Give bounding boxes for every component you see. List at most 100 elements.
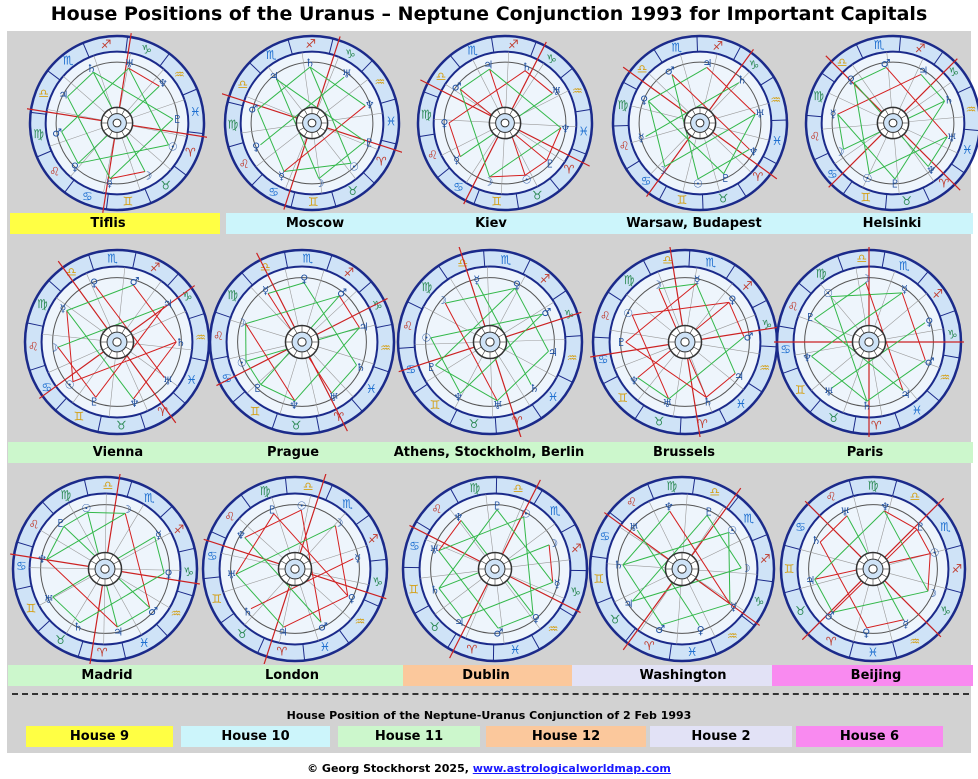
city-label: Beijing xyxy=(850,668,902,683)
city-label: Helsinki xyxy=(862,216,922,231)
svg-text:♀: ♀ xyxy=(300,272,308,285)
svg-text:♅: ♅ xyxy=(429,543,439,556)
svg-text:♃: ♃ xyxy=(734,370,744,383)
horoscope-chart: ♈ ♉ ♊ ♋ ♌ ♍ ♎ ♏ ♐ ♑ ♒ ♓ ☉ ☽ ☿ ♀ ♂ ♃ ♄ ♅ ♆ ♇ xyxy=(415,33,595,213)
svg-text:♉: ♉ xyxy=(347,184,358,198)
svg-text:♎: ♎ xyxy=(237,78,248,92)
legend-label: House 11 xyxy=(374,729,444,744)
svg-text:♅: ♅ xyxy=(493,399,503,412)
svg-text:♀: ♀ xyxy=(165,567,173,580)
svg-text:♌: ♌ xyxy=(810,130,821,144)
svg-text:♏: ♏ xyxy=(467,44,478,58)
svg-text:♑: ♑ xyxy=(749,58,760,72)
svg-text:♇: ♇ xyxy=(89,395,99,408)
city-label: Tiflis xyxy=(90,216,126,231)
svg-text:♆: ♆ xyxy=(365,98,375,111)
city-label: Vienna xyxy=(92,445,144,460)
svg-text:♐: ♐ xyxy=(150,260,161,274)
svg-text:♐: ♐ xyxy=(951,562,962,576)
svg-text:♓: ♓ xyxy=(578,124,589,138)
svg-text:♉: ♉ xyxy=(116,419,127,433)
svg-text:♈: ♈ xyxy=(277,645,288,659)
svg-text:♈: ♈ xyxy=(753,170,764,184)
svg-text:♋: ♋ xyxy=(221,372,232,386)
svg-text:☉: ☉ xyxy=(65,379,75,392)
svg-text:☿: ☿ xyxy=(106,177,113,190)
horoscope-chart: ♈ ♉ ♊ ♋ ♌ ♍ ♎ ♏ ♐ ♑ ♒ ♓ ☉ ☽ ☿ ♀ ♂ ♃ ♄ ♅ ♆ ♇ xyxy=(610,33,790,213)
svg-text:♍: ♍ xyxy=(260,484,271,498)
svg-text:♑: ♑ xyxy=(372,575,383,589)
svg-text:♓: ♓ xyxy=(912,404,923,418)
website-link[interactable]: www.astrologicalworldmap.com xyxy=(472,762,671,775)
svg-text:♇: ♇ xyxy=(56,517,66,530)
svg-text:♊: ♊ xyxy=(617,391,628,405)
svg-text:☉: ☉ xyxy=(823,287,833,300)
svg-text:♀: ♀ xyxy=(532,612,540,625)
svg-text:♌: ♌ xyxy=(29,518,40,532)
svg-text:♊: ♊ xyxy=(308,195,319,209)
svg-text:♉: ♉ xyxy=(610,612,621,626)
svg-text:♀: ♀ xyxy=(513,278,521,291)
svg-text:♏: ♏ xyxy=(266,48,277,62)
svg-text:♆: ♆ xyxy=(236,529,246,542)
svg-text:♄: ♄ xyxy=(243,606,253,619)
svg-text:♌: ♌ xyxy=(213,329,224,343)
svg-text:♆: ♆ xyxy=(749,145,759,158)
svg-text:♏: ♏ xyxy=(743,512,754,526)
svg-text:♊: ♊ xyxy=(861,190,872,204)
svg-text:♉: ♉ xyxy=(795,604,806,618)
svg-text:♏: ♏ xyxy=(63,54,74,68)
svg-text:♌: ♌ xyxy=(49,165,60,179)
svg-text:♆: ♆ xyxy=(130,397,140,410)
svg-text:♑: ♑ xyxy=(762,318,773,332)
svg-text:♂: ♂ xyxy=(493,627,503,640)
svg-text:♃: ♃ xyxy=(113,625,123,638)
svg-text:♀: ♀ xyxy=(440,117,448,130)
svg-text:☽: ☽ xyxy=(652,279,662,292)
svg-text:♋: ♋ xyxy=(795,520,806,534)
svg-text:♌: ♌ xyxy=(402,319,413,333)
svg-text:♒: ♒ xyxy=(939,370,950,384)
horoscope-chart: ♈ ♉ ♊ ♋ ♌ ♍ ♎ ♏ ♐ ♑ ♒ ♓ ☉ ☽ ☿ ♀ ♂ ♃ ♄ ♅ ♆ ♇ xyxy=(587,474,777,664)
svg-text:♄: ♄ xyxy=(73,621,83,634)
svg-text:♒: ♒ xyxy=(171,606,182,620)
svg-text:♈: ♈ xyxy=(939,177,950,191)
svg-text:♒: ♒ xyxy=(909,635,920,649)
svg-text:♊: ♊ xyxy=(430,398,441,412)
horoscope-chart: ♈ ♉ ♊ ♋ ♌ ♍ ♎ ♏ ♐ ♑ ♒ ♓ ☉ ☽ ☿ ♀ ♂ ♃ ♄ ♅ ♆ ♇ xyxy=(395,247,585,437)
svg-text:♉: ♉ xyxy=(718,192,729,206)
copyright-text: © Georg Stockhorst 2025, xyxy=(307,762,469,775)
svg-text:♌: ♌ xyxy=(431,502,442,516)
svg-text:☉: ☉ xyxy=(349,161,359,174)
svg-text:♏: ♏ xyxy=(144,491,155,505)
horoscope-chart: ♈ ♉ ♊ ♋ ♌ ♍ ♎ ♏ ♐ ♑ ♒ ♓ ☉ ☽ ☿ ♀ ♂ ♃ ♄ ♅ ♆ ♇ xyxy=(207,247,397,437)
svg-text:♑: ♑ xyxy=(940,604,951,618)
svg-text:☉: ☉ xyxy=(297,500,307,513)
svg-text:☿: ☿ xyxy=(262,284,269,297)
svg-text:♄: ♄ xyxy=(305,56,315,69)
svg-text:♋: ♋ xyxy=(641,174,652,188)
svg-text:♂: ♂ xyxy=(655,623,665,636)
svg-text:♇: ♇ xyxy=(173,113,183,126)
svg-text:♈: ♈ xyxy=(333,410,344,424)
svg-text:♂: ♂ xyxy=(541,306,551,319)
svg-text:♑: ♑ xyxy=(141,43,152,57)
svg-text:♍: ♍ xyxy=(227,288,238,302)
svg-text:♊: ♊ xyxy=(250,404,261,418)
svg-text:♀: ♀ xyxy=(90,277,98,290)
horoscope-chart: ♈ ♉ ♊ ♋ ♌ ♍ ♎ ♏ ♐ ♑ ♒ ♓ ☉ ☽ ☿ ♀ ♂ ♃ ♄ ♅ ♆ ♇ xyxy=(200,474,390,664)
svg-text:♑: ♑ xyxy=(564,308,575,322)
svg-text:☿: ☿ xyxy=(155,528,162,541)
svg-text:♍: ♍ xyxy=(868,478,879,492)
city-label: London xyxy=(265,668,319,683)
svg-text:☽: ☽ xyxy=(122,503,132,516)
svg-text:♂: ♂ xyxy=(318,620,328,633)
city-label: Paris xyxy=(846,445,884,460)
page-title: House Positions of the Uranus – Neptune … xyxy=(50,3,928,25)
svg-text:♇: ♇ xyxy=(253,382,263,395)
svg-text:☽: ☽ xyxy=(835,145,845,158)
legend-label: House 2 xyxy=(691,729,751,744)
svg-text:☉: ☉ xyxy=(81,502,91,515)
svg-text:♍: ♍ xyxy=(469,481,480,495)
svg-text:♂: ♂ xyxy=(130,275,140,288)
